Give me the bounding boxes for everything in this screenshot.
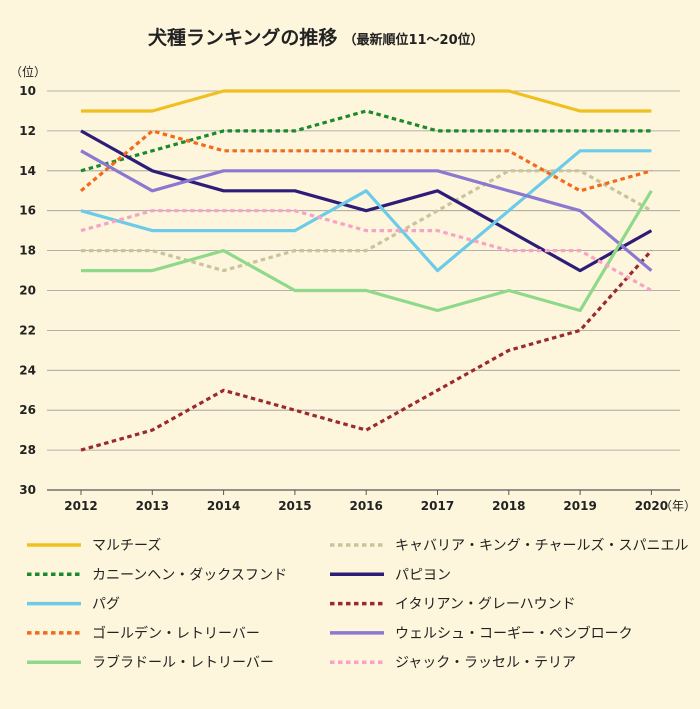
- y-tick-label: 14: [19, 164, 36, 178]
- plot-lines: [79, 89, 653, 452]
- x-tick-label: 2017: [421, 499, 454, 513]
- series-line-1: [81, 89, 652, 113]
- legend-label: ウェルシュ・コーギー・ペンブローク: [395, 625, 633, 642]
- legend-label: ゴールデン・レトリーバー: [92, 625, 260, 642]
- x-tick-label: 2020: [635, 499, 668, 513]
- y-tick-label: 22: [19, 323, 36, 337]
- y-tick-label: 20: [19, 284, 36, 298]
- x-axis-unit: （年）: [660, 499, 696, 513]
- legend-label: パグ: [92, 597, 120, 613]
- series-line-7: [79, 129, 652, 193]
- y-tick-label: 26: [19, 403, 36, 417]
- x-tick-label: 2014: [207, 499, 240, 513]
- y-tick-label: 10: [19, 84, 36, 98]
- legend-label: ラブラドール・レトリーバー: [92, 654, 274, 671]
- y-tick-label: 30: [19, 483, 36, 497]
- series-line-5: [80, 149, 652, 273]
- y-tick-label: 12: [19, 124, 36, 138]
- y-tick-label: 28: [19, 443, 36, 457]
- series-line-10: [80, 209, 653, 292]
- x-tick-label: 2016: [349, 499, 382, 513]
- x-tick-label: 2019: [563, 499, 596, 513]
- series-line-2: [81, 169, 653, 273]
- series-line-3: [80, 109, 652, 173]
- x-tick-label: 2012: [64, 499, 97, 513]
- legend: マルチーズ キャバリア・キング・チャールズ・スパニエルカニーンヘン・ダックスフンド…: [27, 538, 688, 671]
- x-axis-ticks: 2012 2013 2014 2015 2016 2017 2018 2019 2020: [64, 490, 668, 513]
- x-tick-label: 2015: [278, 499, 311, 513]
- series-line-4: [80, 129, 653, 273]
- legend-label: マルチーズ: [92, 538, 161, 554]
- legend-label: パピヨン: [395, 567, 451, 583]
- y-axis-ticks: 10 12 14 16 18 20 22 24 26 28 30: [19, 84, 36, 497]
- x-tick-label: 2018: [492, 499, 525, 513]
- legend-label: キャバリア・キング・チャールズ・スパニエル: [395, 538, 688, 554]
- series-line-9: [81, 189, 653, 313]
- series-line-6: [80, 249, 653, 452]
- legend-label: カニーンヘン・ダックスフンド: [92, 567, 287, 583]
- legend-label: イタリアン・グレーハウンド: [395, 597, 576, 613]
- chart-title: 犬種ランキングの推移: [148, 26, 337, 49]
- y-axis-unit: （位）: [10, 64, 46, 79]
- legend-label: ジャック・ラッセル・テリア: [395, 655, 576, 671]
- x-tick-label: 2013: [136, 499, 169, 513]
- series-line-8: [80, 149, 653, 272]
- y-tick-label: 24: [19, 363, 36, 377]
- y-tick-label: 18: [19, 244, 36, 258]
- y-tick-label: 16: [19, 204, 36, 218]
- chart-subtitle: （最新順位11〜20位）: [343, 32, 483, 48]
